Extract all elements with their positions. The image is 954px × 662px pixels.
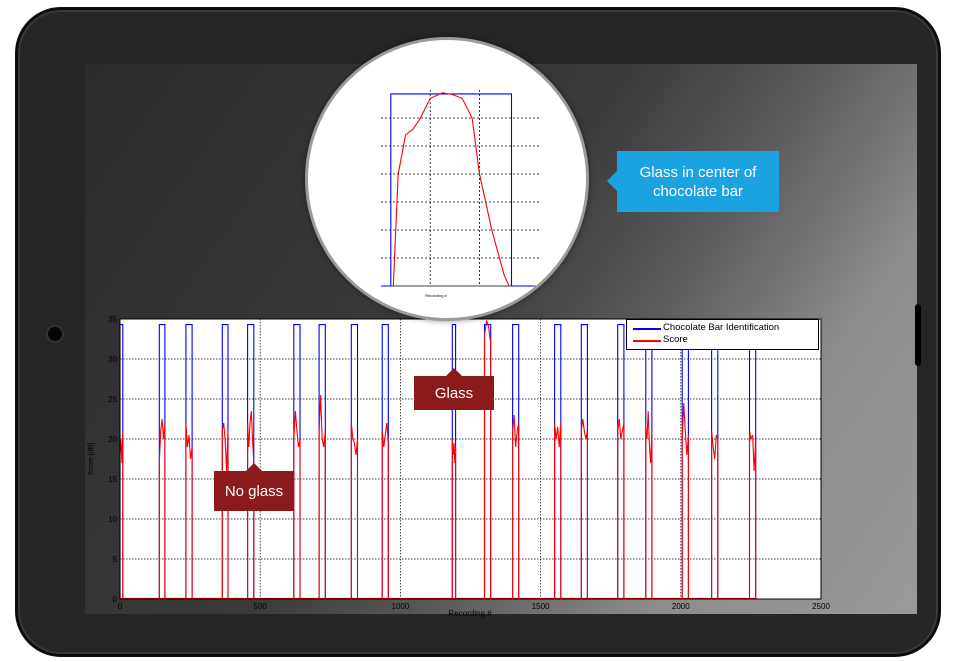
series-line-score	[221, 422, 229, 599]
series-line-score	[554, 422, 562, 599]
magnifier-inset: Recording #	[305, 37, 589, 321]
x-tick-label: 0	[118, 602, 123, 611]
legend-swatch-blue	[633, 328, 661, 330]
main-ticks: 0 5 10 15 20 25 30 35 0 500 1000 1500 2000 2500	[108, 315, 830, 611]
series-line-score	[293, 410, 301, 599]
y-tick-label: 15	[108, 475, 117, 484]
series-line-score	[617, 418, 625, 599]
inset-series-line	[381, 93, 534, 287]
x-axis-label: Recording #	[448, 609, 492, 618]
callout-glass-center: Glass in center of chocolate bar	[607, 151, 779, 212]
callout-no-glass: No glass	[214, 463, 294, 511]
series-line-score	[247, 410, 255, 599]
x-tick-label: 1500	[532, 602, 550, 611]
y-tick-label: 10	[108, 515, 117, 524]
plot-area	[120, 319, 821, 599]
series-line-score	[185, 422, 193, 599]
series-line-score	[681, 402, 689, 599]
camera-icon	[48, 327, 62, 341]
series-line-score	[381, 422, 389, 599]
legend-label: Score	[663, 334, 688, 345]
legend-entry-identification: Chocolate Bar Identification	[627, 322, 818, 334]
inset-grid	[381, 90, 541, 287]
callout-glass: Glass	[414, 368, 494, 410]
series-line-score	[451, 438, 457, 599]
series-line-score	[512, 414, 520, 599]
inset-chart: Recording #	[381, 90, 541, 298]
y-tick-label: 0	[113, 595, 118, 604]
x-tick-label: 500	[254, 602, 268, 611]
x-tick-label: 2500	[812, 602, 830, 611]
y-tick-label: 25	[108, 395, 117, 404]
y-tick-label: 5	[113, 555, 118, 564]
y-axis-label: Score [dB]	[88, 443, 95, 476]
series-line-score	[158, 418, 166, 599]
legend-entry-score: Score	[627, 334, 818, 346]
inset-series	[381, 92, 534, 287]
legend: Chocolate Bar Identification Score	[626, 319, 819, 350]
inset-series-line	[392, 92, 510, 287]
y-tick-label: 30	[108, 355, 117, 364]
series-line-score	[318, 394, 326, 599]
series-line-score	[748, 430, 757, 599]
series-line-score	[711, 430, 719, 599]
home-button	[915, 304, 921, 366]
inset-x-axis-label: Recording #	[425, 293, 447, 298]
series-line-score	[645, 410, 653, 599]
x-tick-label: 2000	[672, 602, 690, 611]
legend-label: Chocolate Bar Identification	[663, 322, 780, 333]
y-tick-label: 35	[108, 315, 117, 324]
x-tick-label: 1000	[392, 602, 410, 611]
y-tick-label: 20	[108, 435, 117, 444]
legend-swatch-red	[633, 340, 661, 342]
series-line-score	[580, 418, 588, 599]
series-line-score	[350, 422, 359, 599]
